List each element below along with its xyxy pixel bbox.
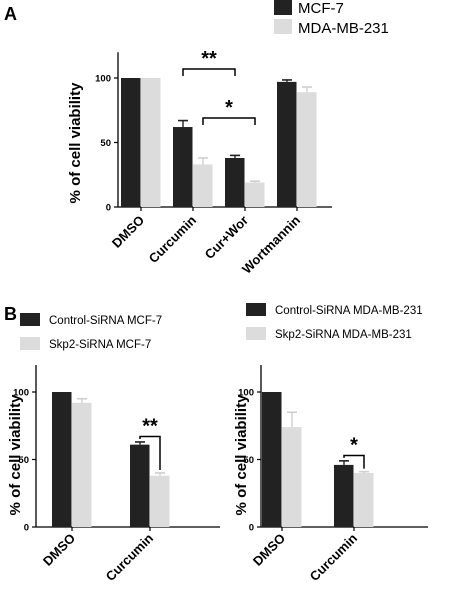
bar-dmso-mda-mb-231 xyxy=(141,78,161,207)
legend-label-control-sirna-mda-mb-231: Control-SiRNA MDA-MB-231 xyxy=(275,305,423,317)
y-tick-label: 0 xyxy=(24,523,29,534)
bar-curcumin-mda-mb-231 xyxy=(193,164,213,207)
legend-swatch-skp2-sirna-mda-mb-231 xyxy=(246,327,266,340)
legend-swatch-mda-mb-231 xyxy=(274,19,292,34)
bar-curcumin-control-sirna-mda-mb-231 xyxy=(334,464,354,527)
bar-cur-wor-mcf-7 xyxy=(225,157,245,207)
y-axis-title: % of cell viability xyxy=(67,82,84,204)
y-axis-title: % of cell viability xyxy=(7,394,24,516)
y-tick-label: 100 xyxy=(238,388,254,399)
y-tick-label: 100 xyxy=(95,74,111,85)
bar-cur-wor-mda-mb-231 xyxy=(245,182,265,207)
y-tick-label: 100 xyxy=(13,388,29,399)
legend-swatch-mcf-7 xyxy=(274,0,292,15)
x-tick-label-curcumin: Curcumin xyxy=(103,530,157,584)
x-tick-label-dmso: DMSO xyxy=(40,531,78,569)
significance-bracket xyxy=(343,454,365,469)
bar-dmso-skp2-sirna-mda-mb-231 xyxy=(282,427,302,527)
bar-wortmannin-mda-mb-231 xyxy=(297,92,317,207)
legend-label-mda-mb-231: MDA-MB-231 xyxy=(298,20,389,37)
legend-label-skp2-sirna-mda-mb-231: Skp2-SiRNA MDA-MB-231 xyxy=(275,329,412,341)
bar-dmso-control-sirna-mda-mb-231 xyxy=(262,392,282,527)
bar-curcumin-control-sirna-mcf-7 xyxy=(130,444,150,527)
panel-letter-a: A xyxy=(4,4,17,24)
significance-bracket xyxy=(182,68,236,76)
x-tick-label-curcumin: Curcumin xyxy=(307,530,361,584)
y-tick-label: 50 xyxy=(243,455,254,466)
y-axis-title: % of cell viability xyxy=(233,394,250,516)
legend-swatch-control-sirna-mda-mb-231 xyxy=(246,303,266,316)
significance-bracket xyxy=(202,117,256,125)
x-tick-label-dmso: DMSO xyxy=(109,213,147,251)
x-tick-label-dmso: DMSO xyxy=(250,531,288,569)
chart-panel-b-left: 0 50 100% of cell viability DMSO Curcumin Con… xyxy=(7,313,220,584)
significance-label: * xyxy=(225,97,233,119)
bar-dmso-mcf-7 xyxy=(121,78,141,207)
legend-label-control-sirna-mcf-7: Control-SiRNA MCF-7 xyxy=(49,315,162,327)
legend-swatch-control-sirna-mcf-7 xyxy=(20,313,40,326)
y-tick-label: 0 xyxy=(249,523,254,534)
bar-curcumin-skp2-sirna-mda-mb-231 xyxy=(354,473,374,527)
y-tick-label: 50 xyxy=(100,138,111,149)
significance-label: ** xyxy=(201,48,217,70)
x-tick-label-curcumin: Curcumin xyxy=(146,212,200,266)
x-tick-label-cur-wor: Cur+Wor xyxy=(202,213,252,263)
y-tick-label: 50 xyxy=(18,455,29,466)
significance-label: * xyxy=(350,434,358,456)
bar-curcumin-mcf-7 xyxy=(173,127,193,207)
panel-letter-b: B xyxy=(4,304,17,324)
bar-dmso-control-sirna-mcf-7 xyxy=(52,392,72,527)
bar-wortmannin-mcf-7 xyxy=(277,81,297,207)
legend-label-skp2-sirna-mcf-7: Skp2-SiRNA MCF-7 xyxy=(49,339,151,351)
legend-swatch-skp2-sirna-mcf-7 xyxy=(20,337,40,350)
bar-dmso-skp2-sirna-mcf-7 xyxy=(72,402,92,527)
significance-label: ** xyxy=(142,416,158,438)
y-tick-label: 0 xyxy=(106,203,111,214)
legend-label-mcf-7: MCF-7 xyxy=(298,0,344,17)
significance-bracket xyxy=(139,435,161,470)
bar-curcumin-skp2-sirna-mcf-7 xyxy=(150,475,170,527)
